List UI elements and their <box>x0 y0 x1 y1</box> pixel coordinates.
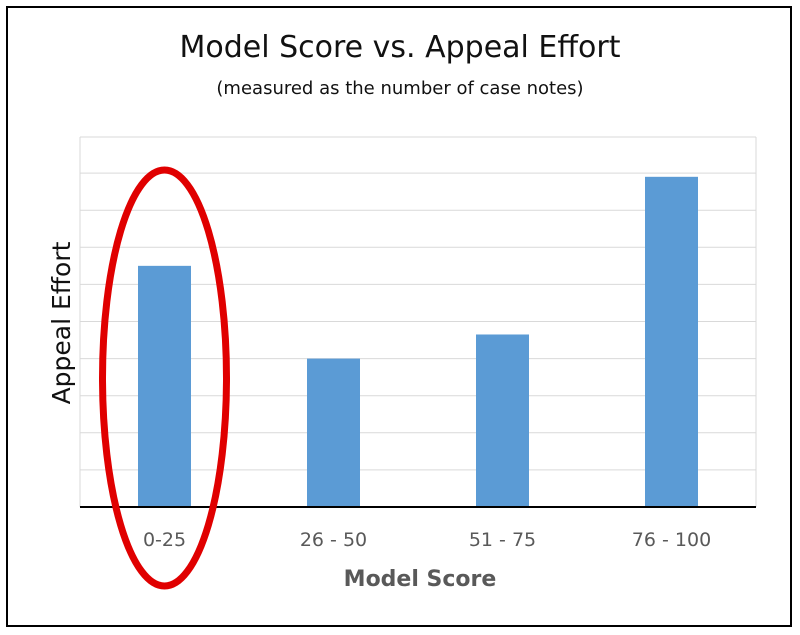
x-tick-labels: 0-25 26 - 50 51 - 75 76 - 100 <box>143 529 711 551</box>
x-tick-label: 0-25 <box>143 529 186 551</box>
highlight-ellipse <box>99 166 230 590</box>
bar-3 <box>476 334 529 507</box>
x-tick-label: 51 - 75 <box>469 529 536 551</box>
gridlines <box>80 172 756 471</box>
x-tick-label: 26 - 50 <box>300 529 367 551</box>
chart-title: Model Score vs. Appeal Effort <box>179 30 621 65</box>
bar-1 <box>138 265 191 507</box>
chart-subtitle: (measured as the number of case notes) <box>216 78 584 99</box>
bar-2 <box>307 358 360 507</box>
bar-4 <box>645 176 698 507</box>
x-tick-label: 76 - 100 <box>632 529 711 551</box>
y-axis-label: Appeal Effort <box>47 241 76 404</box>
x-axis-label: Model Score <box>344 567 497 592</box>
bars <box>138 176 698 507</box>
